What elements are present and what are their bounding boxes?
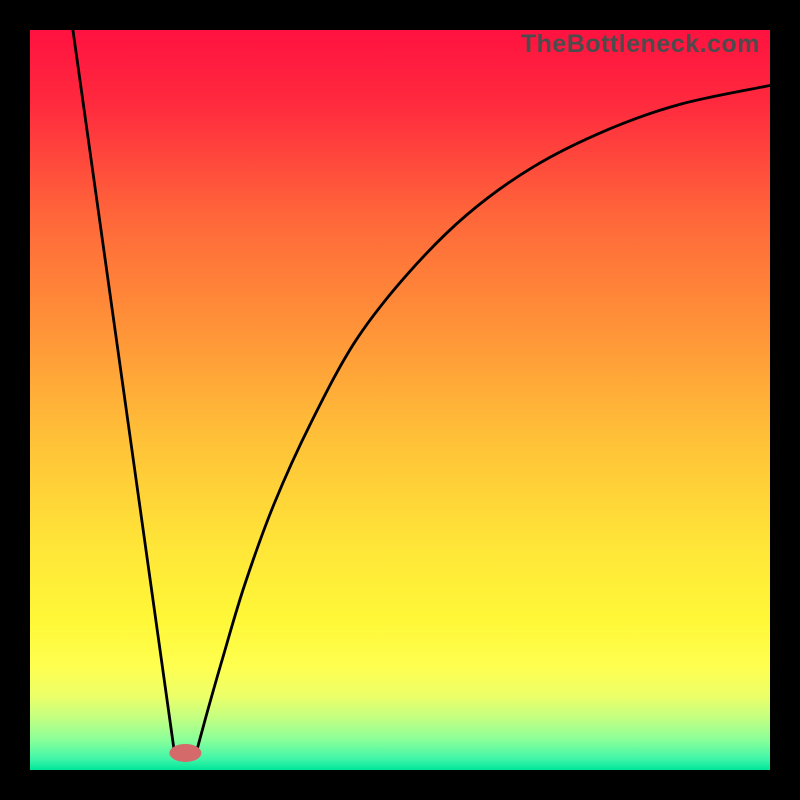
minimum-marker — [30, 30, 770, 770]
plot-area: TheBottleneck.com — [30, 30, 770, 770]
chart-container: TheBottleneck.com — [0, 0, 800, 800]
